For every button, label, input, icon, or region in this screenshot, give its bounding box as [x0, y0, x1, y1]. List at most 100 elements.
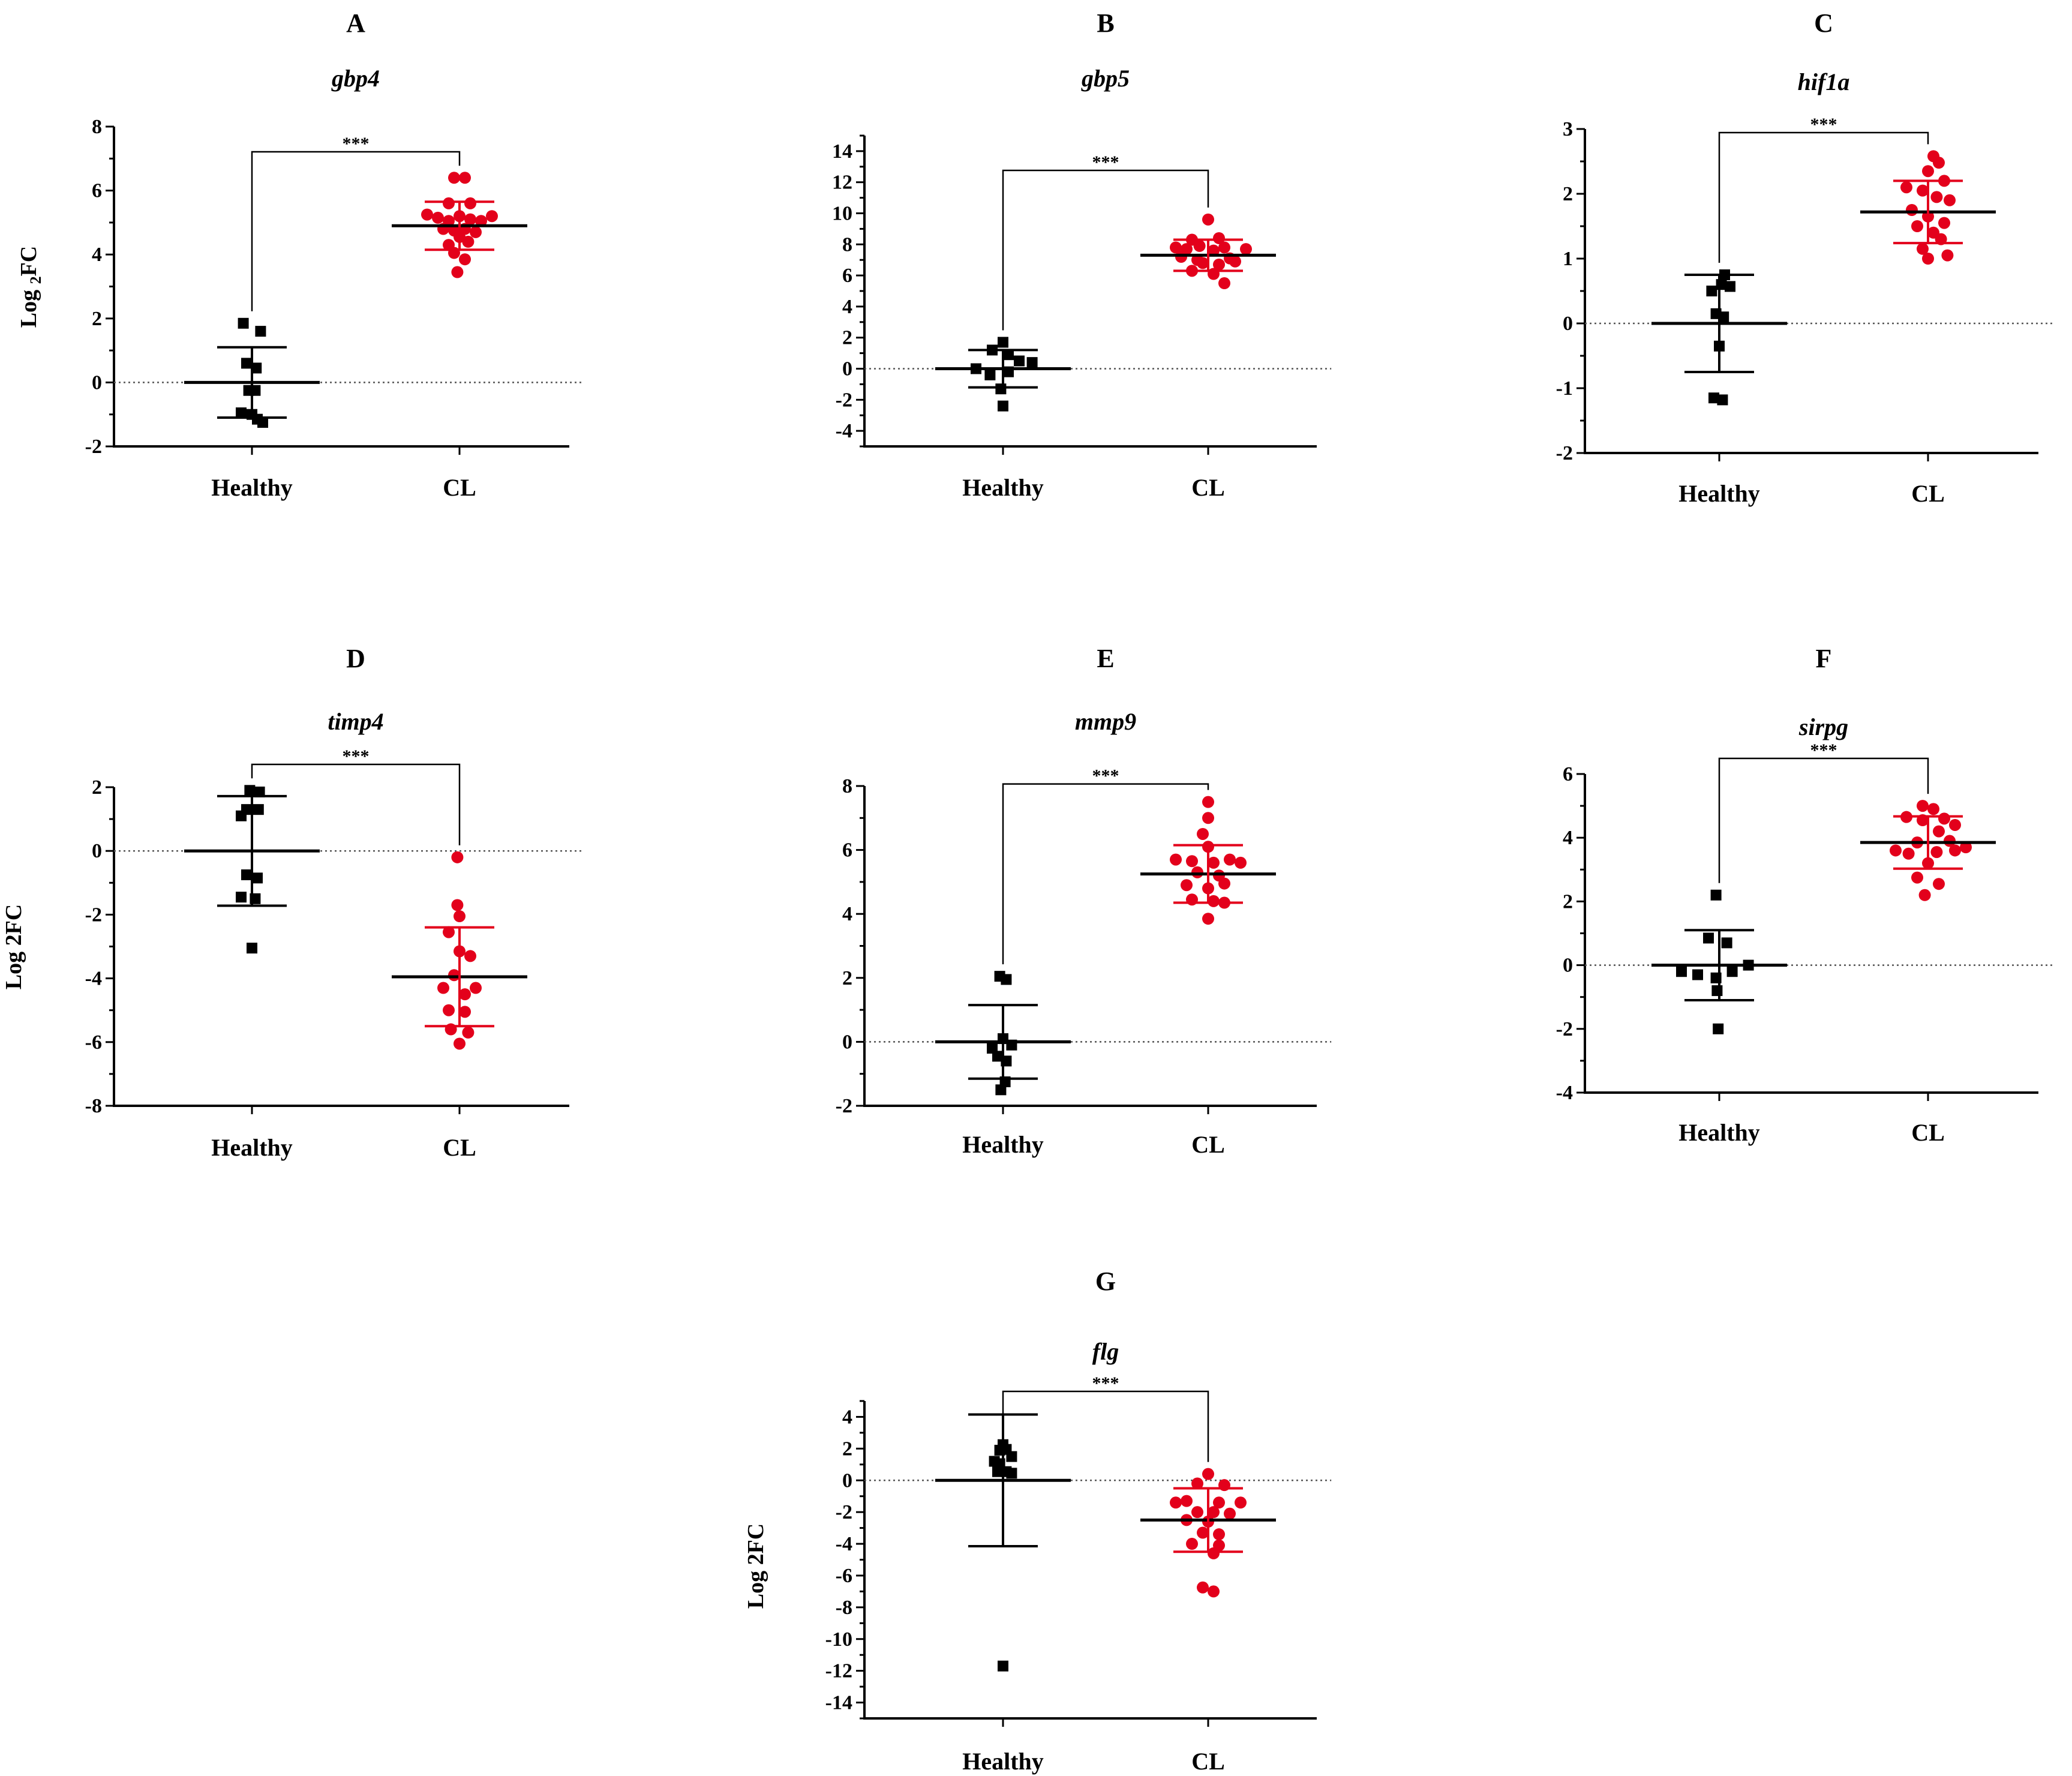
y-tick-label: 4: [1563, 827, 1573, 849]
y-tick-label: 3: [1563, 118, 1573, 140]
data-point: [251, 362, 262, 374]
data-point: [1717, 394, 1728, 406]
data-point: [1202, 812, 1214, 824]
data-point: [1208, 895, 1220, 907]
data-point: [459, 1006, 471, 1018]
y-tick-label: 2: [1563, 890, 1573, 913]
data-point: [454, 910, 466, 923]
data-point: [464, 950, 476, 962]
y-tick-label: -8: [85, 1095, 102, 1117]
data-point: [451, 899, 464, 911]
data-point: [1930, 846, 1943, 859]
panel-letter: D: [346, 644, 365, 673]
data-point: [1213, 1528, 1225, 1541]
data-point: [1911, 220, 1923, 232]
y-tick-label: 2: [842, 327, 852, 349]
data-point: [1191, 866, 1203, 878]
data-point: [1202, 213, 1214, 226]
data-point: [1218, 241, 1230, 254]
data-point: [1003, 349, 1014, 361]
data-point: [1193, 239, 1206, 252]
data-point: [1208, 1506, 1220, 1519]
data-point: [254, 786, 265, 797]
data-point: [1676, 966, 1687, 977]
data-point: [1917, 184, 1929, 197]
data-point: [1949, 818, 1961, 831]
y-tick-label: 6: [842, 839, 852, 862]
data-point: [486, 210, 498, 223]
significance-bracket: [1002, 169, 1209, 331]
significance-bracket: [1718, 131, 1929, 263]
data-point: [1186, 855, 1198, 868]
data-point: [1933, 878, 1945, 890]
data-point: [1710, 889, 1722, 901]
series-cl: [392, 851, 527, 1050]
x-tick-label: CL: [1191, 1131, 1225, 1158]
panel-title: gbp4: [331, 65, 380, 92]
data-point: [1224, 853, 1236, 866]
y-tick-label: -14: [825, 1692, 852, 1714]
data-point: [1949, 844, 1961, 857]
x-tick-label: Healthy: [211, 1134, 293, 1161]
data-point: [1006, 1451, 1017, 1462]
significance-label: ***: [1092, 1373, 1119, 1393]
y-tick-label: 0: [92, 840, 102, 862]
panel-title: flg: [1092, 1338, 1119, 1365]
data-point: [448, 172, 460, 184]
data-point: [244, 785, 256, 796]
data-point: [1208, 244, 1220, 257]
panel-letter: E: [1097, 644, 1114, 673]
series-cl: [1860, 800, 1996, 901]
y-tick-label: 12: [832, 172, 852, 194]
significance-label: ***: [1810, 115, 1837, 134]
data-point: [1930, 191, 1943, 203]
data-point: [459, 988, 471, 1001]
data-point: [462, 235, 475, 248]
data-point: [443, 926, 455, 938]
y-axis-label: Log 2FC: [16, 246, 44, 328]
data-point: [454, 1037, 466, 1050]
data-point: [1235, 856, 1247, 869]
data-point: [1014, 355, 1025, 367]
data-point: [998, 337, 1008, 348]
data-point: [443, 1004, 455, 1016]
x-tick-label: CL: [1191, 1748, 1225, 1775]
data-point: [1218, 877, 1230, 890]
data-point: [1213, 232, 1225, 244]
data-point: [241, 869, 252, 881]
data-point: [1224, 1507, 1236, 1520]
panel-letter: F: [1816, 644, 1832, 673]
data-point: [1708, 392, 1719, 404]
significance-label: ***: [1092, 766, 1119, 786]
data-point: [1186, 1538, 1198, 1550]
data-point: [443, 197, 455, 209]
data-point: [459, 172, 471, 184]
series-healthy: [184, 785, 320, 954]
data-point: [992, 1051, 1003, 1062]
significance-bracket: [1002, 1390, 1209, 1462]
data-point: [1927, 803, 1939, 815]
y-tick-label: 4: [842, 903, 852, 925]
data-point: [1890, 844, 1902, 857]
y-tick-label: -6: [85, 1031, 102, 1054]
data-point: [1170, 853, 1182, 866]
data-point: [1235, 1496, 1247, 1509]
data-point: [1240, 243, 1252, 256]
data-point: [462, 1026, 475, 1039]
data-point: [247, 943, 257, 954]
data-point: [1197, 1526, 1209, 1539]
y-tick-label: 8: [842, 775, 852, 797]
y-tick-label: -4: [836, 420, 852, 442]
data-point: [1938, 812, 1950, 825]
y-tick-label: 2: [92, 308, 102, 330]
y-axis-label: Log 2FC: [1, 904, 26, 990]
data-point: [1191, 1506, 1203, 1519]
y-tick-label: -4: [1556, 1082, 1573, 1104]
data-point: [1170, 1496, 1182, 1509]
data-point: [475, 215, 487, 227]
y-tick-label: -8: [836, 1597, 852, 1619]
data-point: [459, 253, 471, 266]
x-tick-label: CL: [1911, 480, 1945, 507]
